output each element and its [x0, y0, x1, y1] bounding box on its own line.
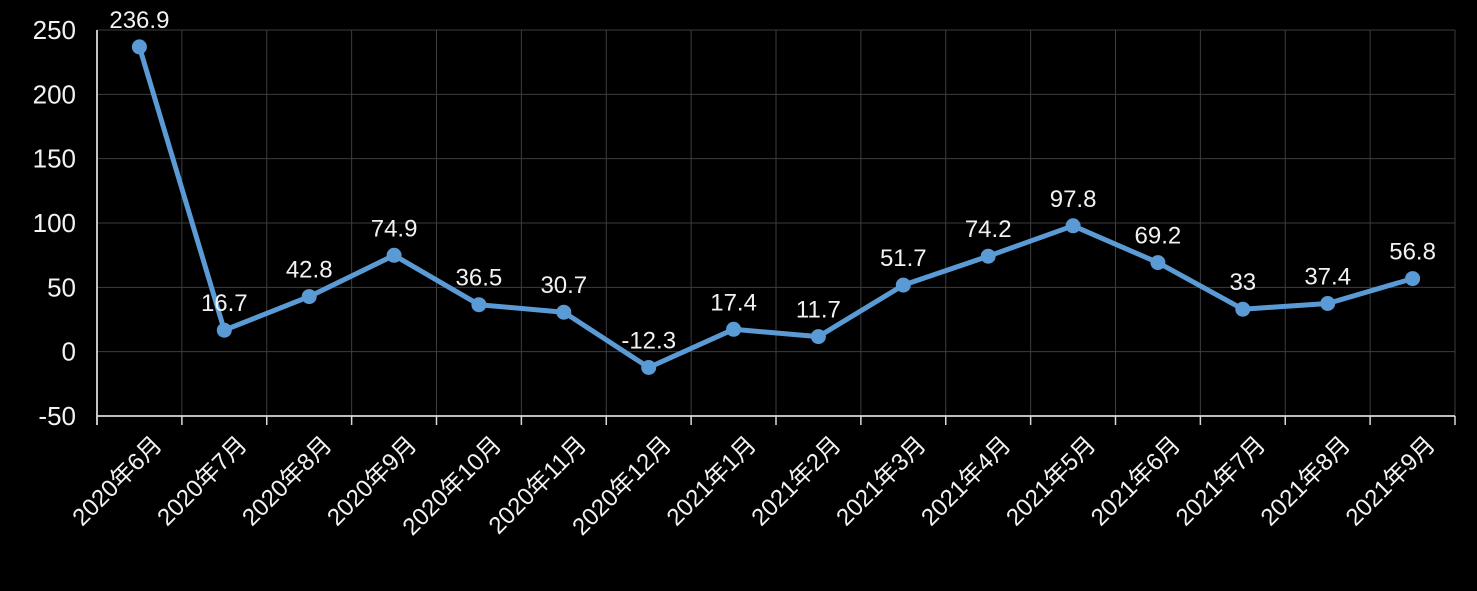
- data-point-marker: [980, 248, 996, 264]
- x-axis-tick-label: 2021年4月: [916, 431, 1016, 531]
- data-point-marker: [895, 277, 911, 293]
- y-axis-tick-label: 250: [33, 15, 76, 45]
- data-point-marker: [131, 39, 147, 55]
- x-axis-tick-label: 2021年2月: [746, 431, 846, 531]
- data-point-label: 16.7: [201, 290, 248, 317]
- x-axis-tick-label: 2021年9月: [1341, 431, 1441, 531]
- data-point-marker: [301, 289, 317, 305]
- y-axis-tick-label: 100: [33, 208, 76, 238]
- data-point-label: 11.7: [796, 297, 841, 324]
- data-point-label: 69.2: [1135, 223, 1182, 250]
- data-point-marker: [1320, 296, 1336, 311]
- series-polyline: [136, 44, 1416, 370]
- data-point-marker: [641, 360, 657, 375]
- data-point-label: 97.8: [1050, 186, 1097, 213]
- y-axis-tick-label: 50: [47, 272, 76, 302]
- y-axis-tick-labels: 250 200 150 100 50 0 -50: [33, 15, 76, 431]
- x-axis-tick-labels: 2020年6月2020年7月2020年8月2020年9月2020年10月2020…: [67, 431, 1440, 541]
- data-point-label: 37.4: [1304, 264, 1351, 291]
- x-axis-tick-label: 2021年6月: [1086, 431, 1186, 531]
- data-point-label: 36.5: [456, 265, 503, 292]
- y-axis-tick-label: 0: [62, 337, 76, 367]
- data-point-marker: [1150, 255, 1166, 271]
- data-point-marker: [1235, 301, 1251, 317]
- data-series-line: [136, 44, 1416, 370]
- data-point-marker: [1065, 218, 1081, 234]
- x-axis-tick-label: 2021年3月: [831, 431, 931, 531]
- x-axis-tick-label: 2021年8月: [1256, 431, 1356, 531]
- data-point-label: 56.8: [1389, 239, 1436, 266]
- data-point-label: 17.4: [710, 289, 757, 316]
- x-axis-tick-label: 2020年6月: [67, 431, 167, 531]
- x-axis-tick-label: 2020年7月: [152, 431, 252, 531]
- x-axis-tick-label: 2021年1月: [662, 431, 762, 531]
- data-point-markers: [131, 39, 1421, 375]
- data-point-label: 33: [1229, 269, 1256, 296]
- data-point-label: 42.8: [286, 257, 333, 284]
- y-axis-tick-label: 200: [33, 79, 76, 109]
- y-axis-tick-label: 150: [33, 144, 76, 174]
- data-point-labels: 236.9 16.7 42.8 74.9 36.5 30.7 -12.3 17.4 11.7 51…: [109, 7, 1436, 355]
- data-point-label: 30.7: [540, 272, 587, 299]
- data-point-marker: [810, 329, 826, 345]
- y-axis-tick-label: -50: [38, 401, 76, 431]
- data-point-marker: [471, 297, 487, 313]
- x-axis-tick-label: 2021年7月: [1171, 431, 1271, 531]
- data-point-label: 236.9: [109, 7, 169, 34]
- data-point-label: 74.2: [965, 216, 1012, 243]
- x-axis-tick-label: 2021年5月: [1001, 431, 1101, 531]
- data-point-marker: [556, 304, 572, 320]
- data-point-label: 74.9: [371, 215, 418, 242]
- data-point-marker: [216, 322, 232, 338]
- data-point-marker: [386, 247, 402, 263]
- axis-tick-marks: [181, 416, 1456, 425]
- data-point-marker: [726, 321, 742, 337]
- x-axis-tick-label: 2020年8月: [237, 431, 337, 531]
- data-point-label: -12.3: [621, 328, 676, 355]
- data-point-marker: [1405, 271, 1421, 287]
- data-point-label: 51.7: [880, 245, 927, 272]
